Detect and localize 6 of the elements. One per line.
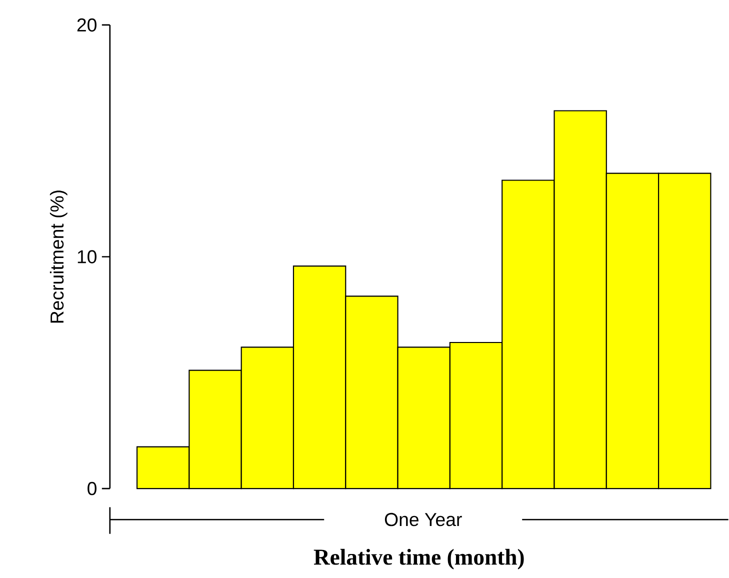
y-tick-label: 20 — [77, 18, 96, 32]
y-tick-label: 0 — [88, 482, 96, 495]
x-axis-title: Relative time (month) — [314, 548, 524, 570]
text: One Year — [384, 512, 462, 526]
y-tick-label: 10 — [78, 250, 96, 264]
y-axis-title: Recruitment (%) — [50, 190, 68, 322]
